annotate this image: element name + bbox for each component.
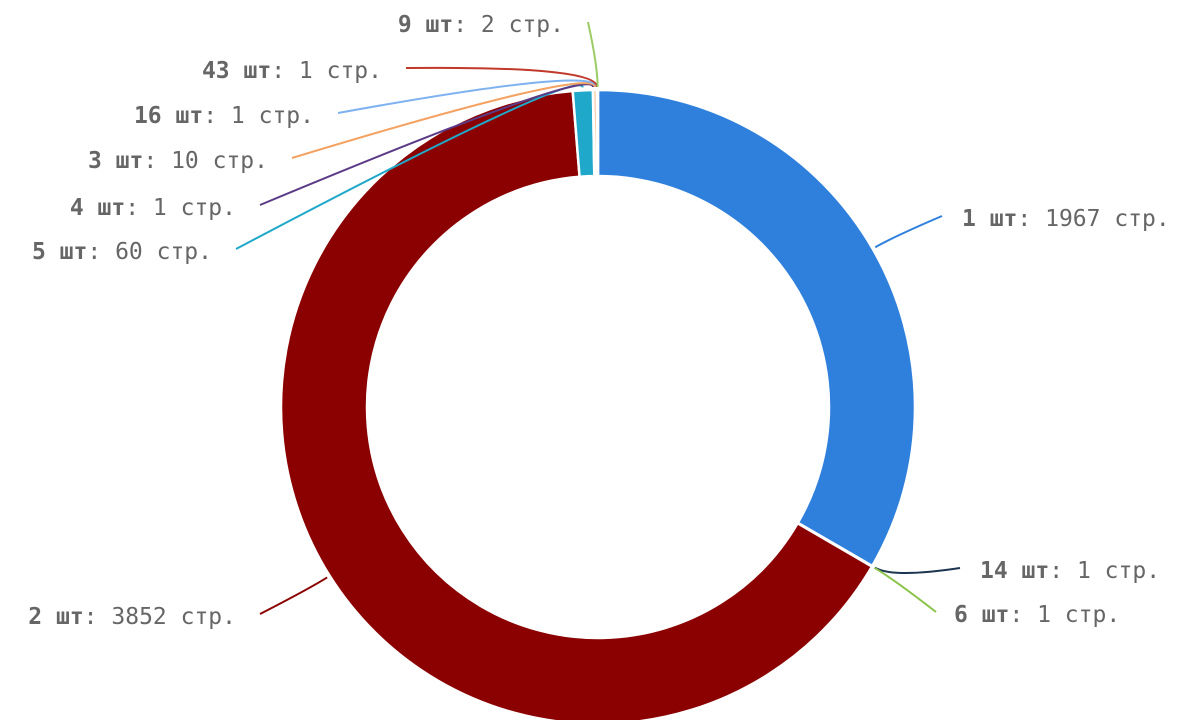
slice-label-value: 1 стр. <box>1077 558 1160 584</box>
slice-label-value: 60 стр. <box>115 239 212 265</box>
slice-label-separator: : <box>125 195 153 221</box>
leader-line <box>874 566 961 575</box>
slice-1-шт[interactable] <box>596 88 917 568</box>
slice-label-count: 16 шт <box>134 103 203 129</box>
slice-label: 2 шт: 3852 стр. <box>28 604 236 630</box>
slice-label-separator: : <box>143 148 171 174</box>
slice-label-separator: : <box>87 239 115 265</box>
slice-label-value: 1 стр. <box>1037 602 1120 628</box>
slice-label: 6 шт: 1 стр. <box>954 602 1120 628</box>
slice-label-separator: : <box>84 604 112 630</box>
slice-label-separator: : <box>1017 206 1045 232</box>
slice-label: 1 шт: 1967 стр. <box>962 206 1170 232</box>
leader-line <box>587 21 599 88</box>
leader-line <box>337 79 598 114</box>
slice-label-count: 43 шт <box>202 58 271 84</box>
leader-line <box>259 576 328 615</box>
leader-line <box>874 567 937 613</box>
slice-label-value: 1 стр. <box>299 58 382 84</box>
slice-label-count: 14 шт <box>980 558 1049 584</box>
slice-label: 16 шт: 1 стр. <box>134 103 314 129</box>
slice-label-separator: : <box>1049 558 1077 584</box>
slice-label: 4 шт: 1 стр. <box>70 195 236 221</box>
slice-label-separator: : <box>271 58 299 84</box>
slice-label-value: 1 стр. <box>153 195 236 221</box>
slice-label-value: 3852 стр. <box>111 604 236 630</box>
slice-label-separator: : <box>1009 602 1037 628</box>
slice-9-шт[interactable] <box>596 88 600 178</box>
slice-label-value: 2 стр. <box>481 12 564 38</box>
slice-2-шт[interactable] <box>279 89 874 720</box>
slice-label-separator: : <box>203 103 231 129</box>
slice-label-count: 9 шт <box>398 12 453 38</box>
slice-label-value: 1967 стр. <box>1045 206 1170 232</box>
slice-label-separator: : <box>453 12 481 38</box>
slice-label: 5 шт: 60 стр. <box>32 239 212 265</box>
slice-label: 9 шт: 2 стр. <box>398 12 564 38</box>
leader-line <box>874 215 943 249</box>
slice-label-value: 1 стр. <box>231 103 314 129</box>
slice-label: 14 шт: 1 стр. <box>980 558 1160 584</box>
slice-label-count: 1 шт <box>962 206 1017 232</box>
slice-label-count: 6 шт <box>954 602 1009 628</box>
donut-slices <box>279 88 917 720</box>
slice-label-count: 2 шт <box>28 604 83 630</box>
leader-lines <box>235 21 961 615</box>
slice-label: 43 шт: 1 стр. <box>202 58 382 84</box>
slice-labels: 1 шт: 1967 стр.14 шт: 1 стр.6 шт: 1 стр.… <box>28 12 1169 630</box>
slice-label-count: 5 шт <box>32 239 87 265</box>
slice-label-count: 4 шт <box>70 195 125 221</box>
leader-line <box>405 66 599 88</box>
slice-label-value: 10 стр. <box>171 148 268 174</box>
leader-line <box>291 82 596 159</box>
slice-label: 3 шт: 10 стр. <box>88 148 268 174</box>
slice-label-count: 3 шт <box>88 148 143 174</box>
leader-line <box>259 83 595 206</box>
